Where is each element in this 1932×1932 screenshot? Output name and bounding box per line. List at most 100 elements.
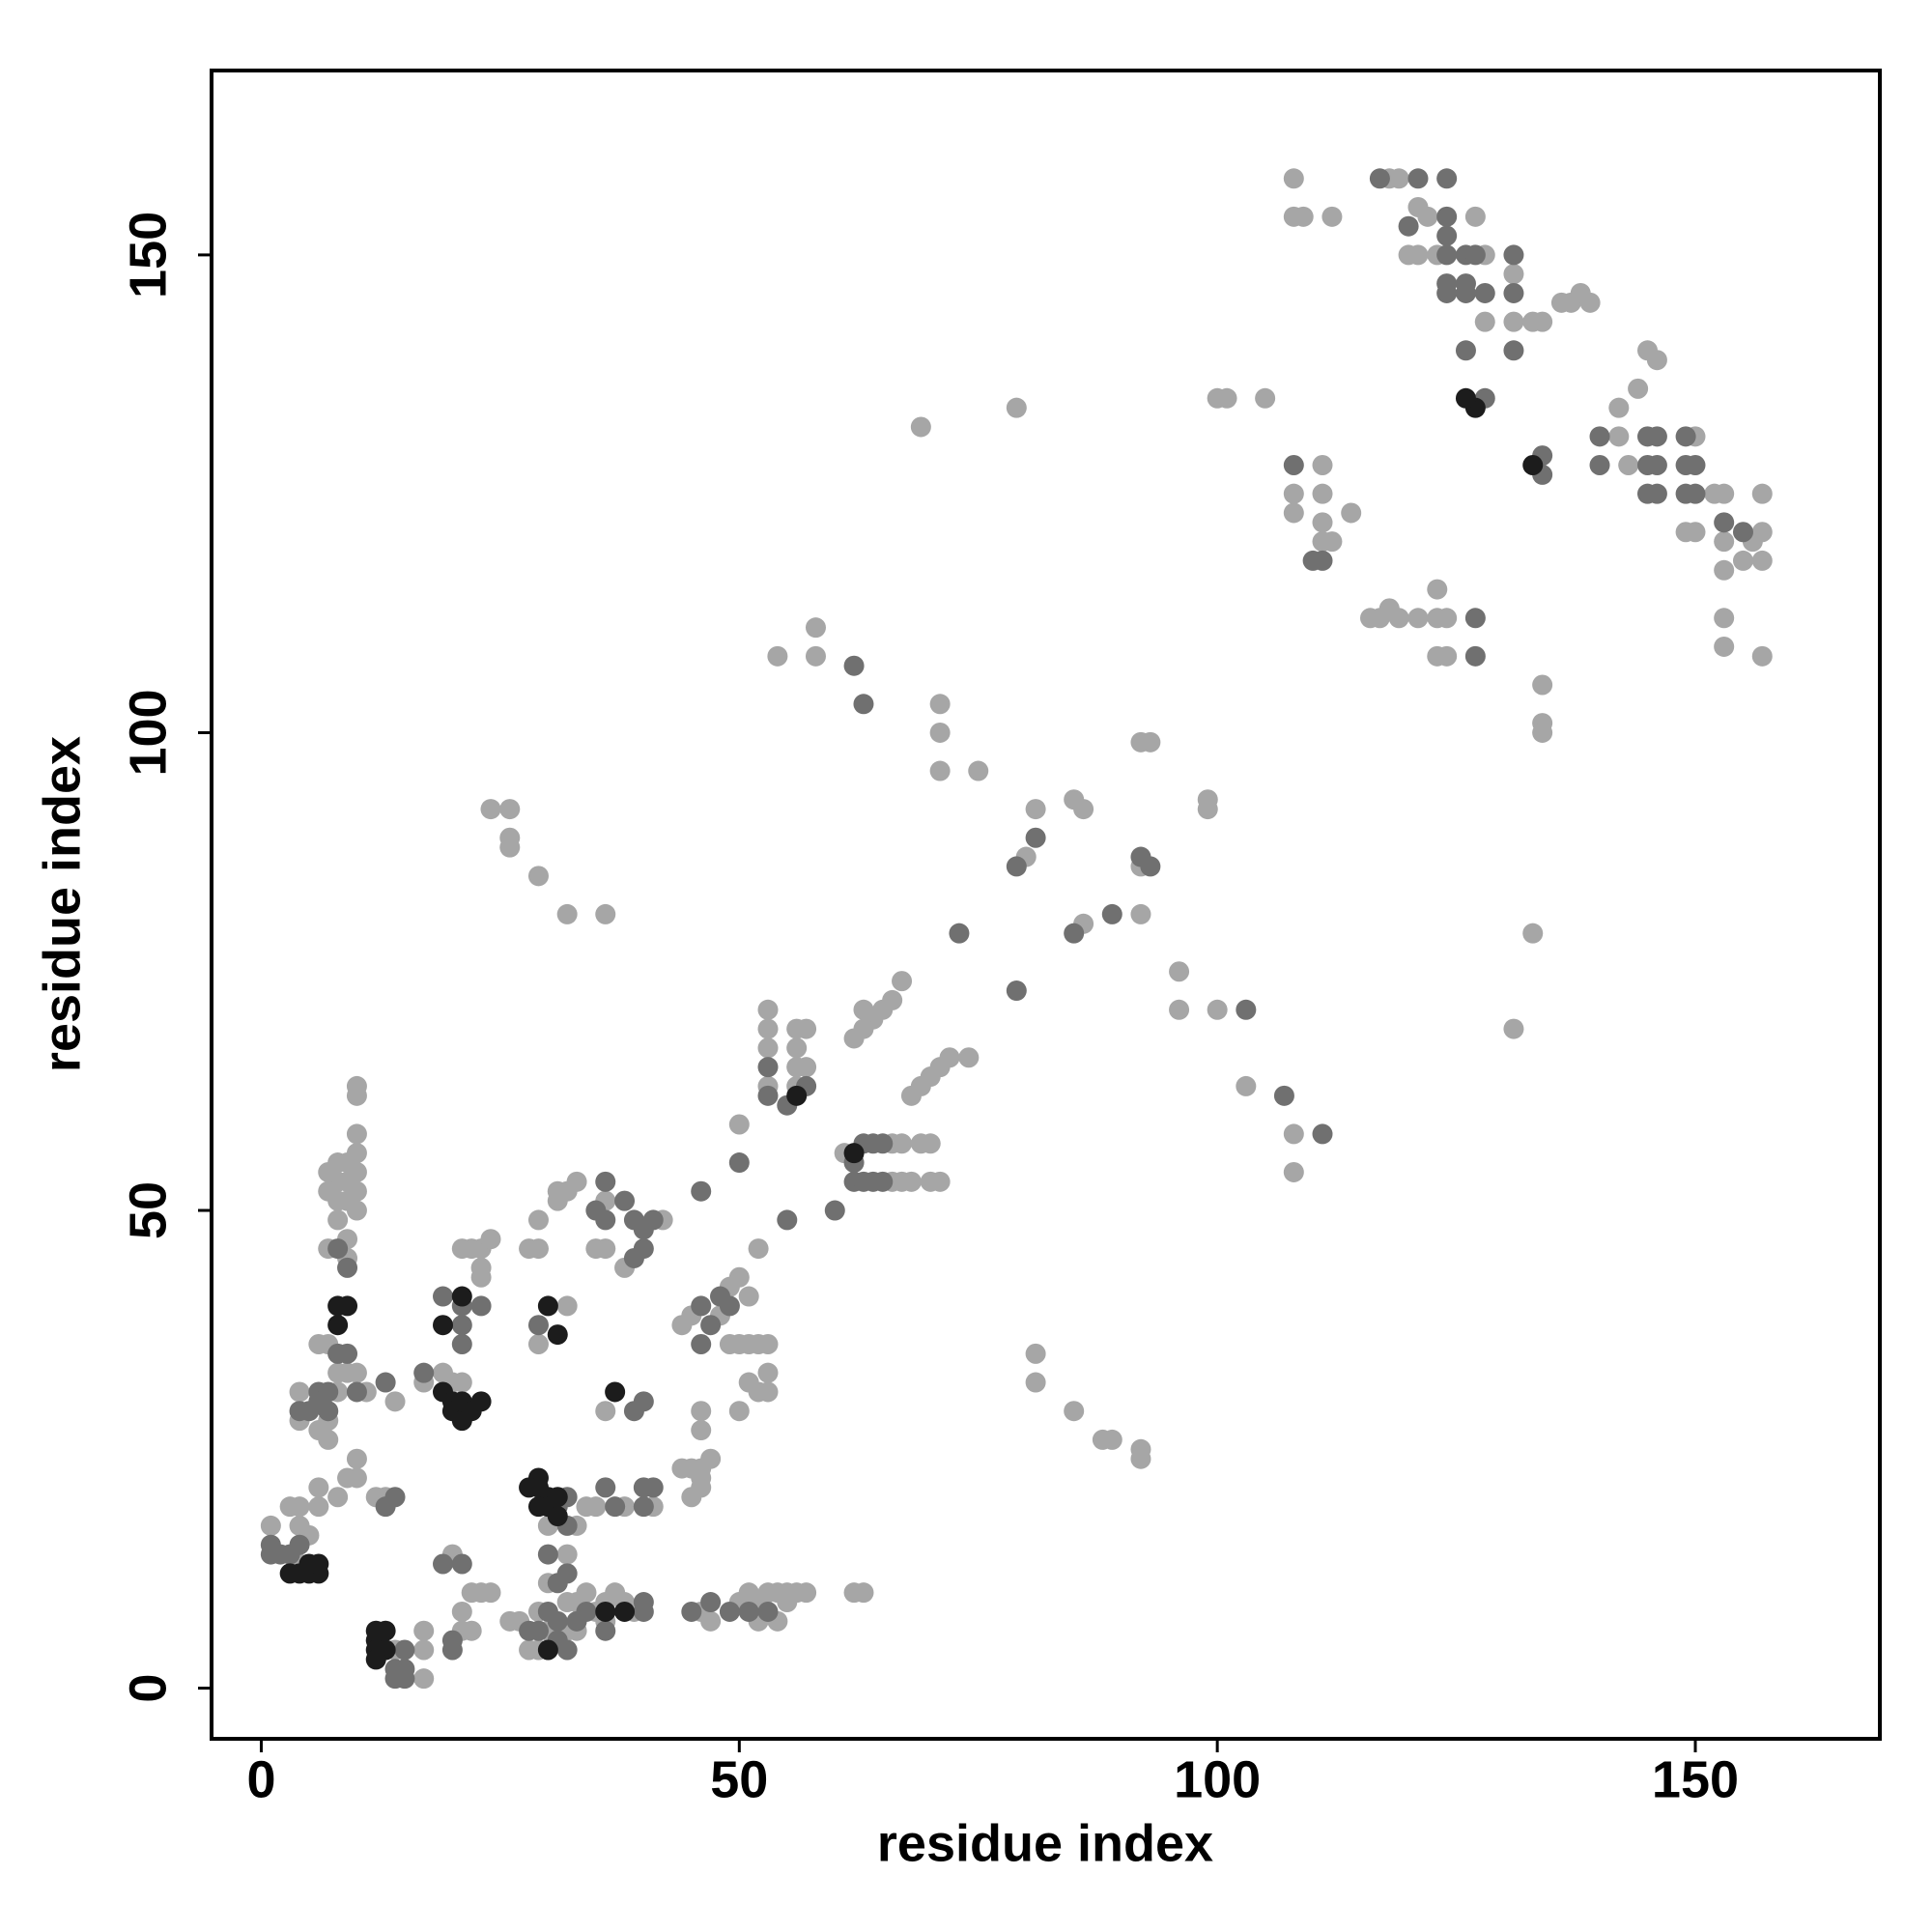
point <box>757 999 779 1020</box>
point <box>929 1171 951 1192</box>
point <box>1503 311 1524 332</box>
point <box>499 837 521 858</box>
point <box>824 1200 845 1221</box>
point <box>433 1286 454 1307</box>
point <box>1236 1075 1257 1096</box>
point <box>308 1420 329 1441</box>
point <box>920 1133 941 1154</box>
point <box>337 1295 358 1317</box>
point <box>1388 168 1409 189</box>
point <box>547 1190 568 1211</box>
point <box>1532 311 1553 332</box>
y-tick-label: 50 <box>119 1181 177 1239</box>
point <box>728 1266 750 1288</box>
point <box>480 1582 501 1604</box>
point <box>1207 999 1228 1020</box>
point <box>691 1401 712 1422</box>
point <box>365 1649 386 1670</box>
point <box>958 1047 980 1068</box>
point <box>346 1161 367 1182</box>
point <box>1283 502 1304 524</box>
point <box>1646 426 1667 447</box>
point <box>433 1315 454 1336</box>
point <box>1474 311 1495 332</box>
point <box>1646 455 1667 476</box>
point <box>1006 397 1027 418</box>
point <box>872 1133 894 1154</box>
point <box>337 1467 358 1489</box>
point <box>1714 531 1735 553</box>
point <box>872 1171 894 1192</box>
point <box>1312 1123 1333 1145</box>
point <box>394 1668 415 1690</box>
point <box>892 971 913 992</box>
point <box>1140 731 1161 753</box>
point <box>1618 455 1639 476</box>
point <box>375 1620 396 1641</box>
point <box>700 1592 722 1613</box>
point <box>499 799 521 820</box>
point <box>719 1601 740 1622</box>
y-tick-label: 150 <box>119 212 177 298</box>
point <box>1714 512 1735 533</box>
point <box>470 1266 492 1288</box>
point <box>1675 483 1696 504</box>
point <box>691 1333 712 1354</box>
point <box>451 1238 472 1260</box>
point <box>1436 282 1458 303</box>
point <box>853 1018 874 1039</box>
point <box>910 416 931 438</box>
point <box>1532 722 1553 743</box>
point <box>1236 999 1257 1020</box>
point <box>289 1381 310 1403</box>
point <box>1464 244 1486 266</box>
point <box>337 1343 358 1364</box>
point <box>757 1085 779 1106</box>
point <box>394 1639 415 1661</box>
point <box>1503 264 1524 285</box>
point <box>413 1668 435 1690</box>
point <box>757 1057 779 1078</box>
point <box>1025 827 1046 848</box>
point <box>614 1601 636 1622</box>
point <box>1751 483 1773 504</box>
point <box>1025 1343 1046 1364</box>
point <box>1714 483 1735 504</box>
point <box>728 1401 750 1422</box>
y-axis-title: residue index <box>33 736 91 1072</box>
point <box>949 923 970 944</box>
point <box>1436 608 1458 629</box>
point <box>547 1487 568 1508</box>
point <box>929 694 951 715</box>
point <box>1006 856 1027 877</box>
point <box>700 1610 722 1632</box>
point <box>623 1401 644 1422</box>
point <box>1589 455 1610 476</box>
point <box>786 1085 808 1106</box>
point <box>595 903 616 924</box>
point <box>757 1037 779 1059</box>
point <box>767 645 788 667</box>
point <box>451 1333 472 1354</box>
point <box>1455 282 1476 303</box>
point <box>346 1123 367 1145</box>
point <box>576 1601 597 1622</box>
point <box>527 1333 549 1354</box>
point <box>470 1295 492 1317</box>
point <box>451 1553 472 1575</box>
point <box>289 1496 310 1518</box>
point <box>556 1639 578 1661</box>
point <box>346 1200 367 1221</box>
point <box>1407 608 1429 629</box>
point <box>547 1324 568 1346</box>
point <box>843 655 865 676</box>
point <box>633 1496 654 1518</box>
point <box>738 1601 759 1622</box>
point <box>1714 559 1735 581</box>
point <box>681 1487 702 1508</box>
point <box>451 1286 472 1307</box>
point <box>796 1582 817 1604</box>
point <box>527 1238 549 1260</box>
point <box>853 694 874 715</box>
point <box>1455 387 1476 409</box>
